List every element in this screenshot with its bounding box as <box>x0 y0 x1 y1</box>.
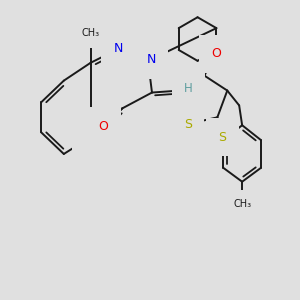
Text: CH₃: CH₃ <box>82 28 100 38</box>
Text: H: H <box>184 82 193 95</box>
Text: N: N <box>146 53 156 66</box>
Text: N: N <box>114 42 123 56</box>
Text: O: O <box>98 120 108 133</box>
Text: S: S <box>184 118 192 131</box>
Text: O: O <box>212 47 221 60</box>
Text: N: N <box>85 130 94 144</box>
Text: S: S <box>218 130 226 144</box>
Text: CH₃: CH₃ <box>233 200 251 209</box>
